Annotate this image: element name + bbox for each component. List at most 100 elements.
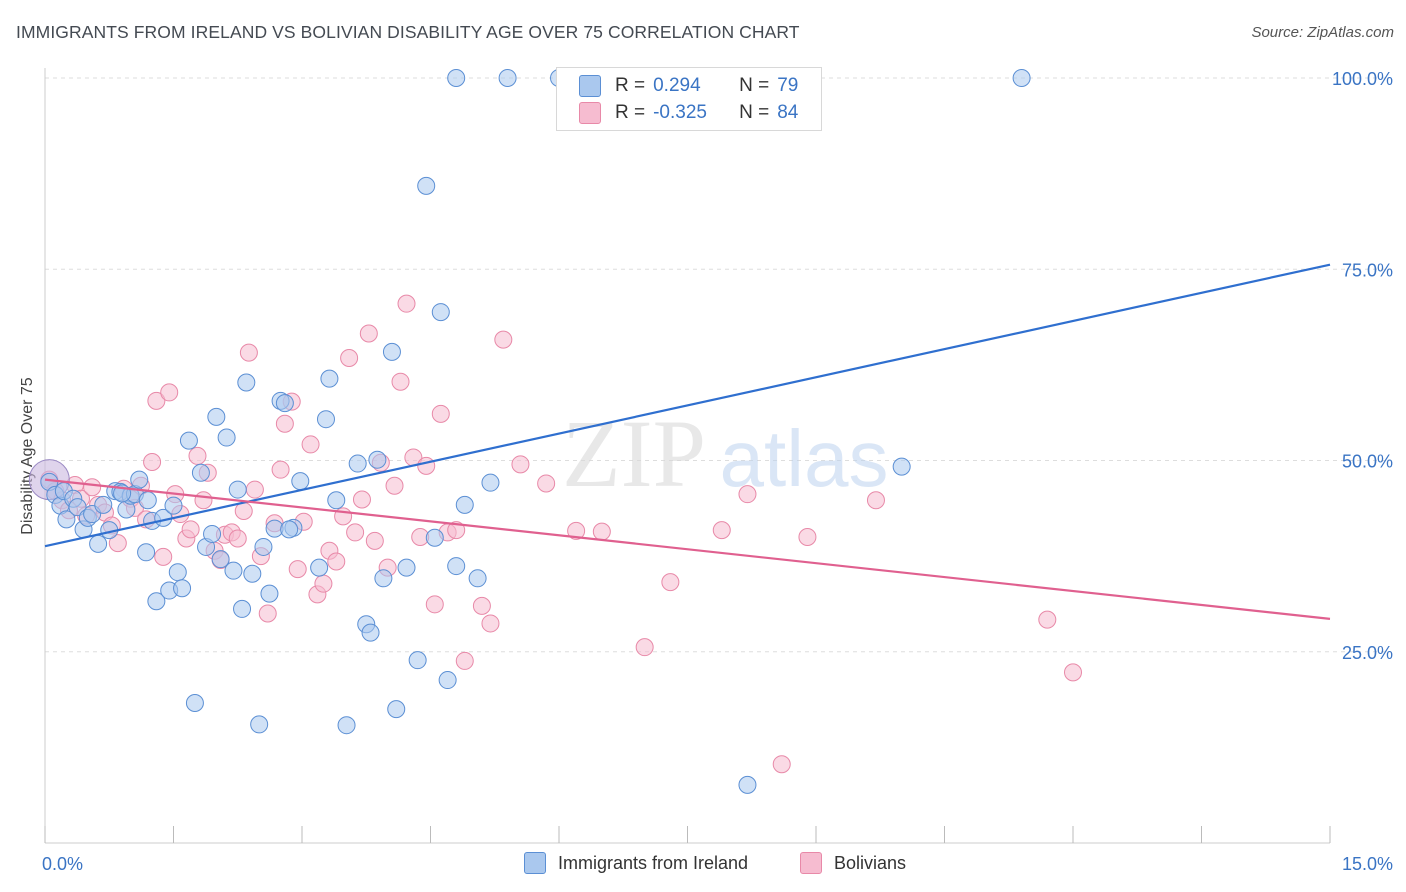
point-bolivians-32 xyxy=(228,529,247,548)
point-bolivians-59 xyxy=(397,294,416,313)
trend-line-bolivians xyxy=(44,478,1331,620)
point-ireland-64 xyxy=(431,303,450,322)
point-ireland-48 xyxy=(310,558,329,577)
point-bolivians-74 xyxy=(592,522,611,541)
point-bolivians-64 xyxy=(431,404,450,423)
point-bolivians-72 xyxy=(537,474,556,493)
point-bolivians-79 xyxy=(772,755,791,774)
y-tick-label-100: 100.0% xyxy=(1332,69,1393,89)
point-ireland-24 xyxy=(164,496,183,515)
trend-lines xyxy=(44,263,1331,620)
point-bolivians-82 xyxy=(1038,610,1057,629)
point-ireland-60 xyxy=(397,558,416,577)
point-ireland-29 xyxy=(191,463,210,482)
point-bolivians-42 xyxy=(288,560,307,579)
y-tick-label-50: 50.0% xyxy=(1342,452,1393,472)
point-ireland-49 xyxy=(316,410,335,429)
point-ireland-74 xyxy=(892,457,911,476)
point-bolivians-20 xyxy=(160,383,179,402)
point-ireland-10 xyxy=(89,534,108,553)
point-ireland-37 xyxy=(233,599,252,618)
point-bolivians-73 xyxy=(567,521,586,540)
point-ireland-45 xyxy=(275,394,294,413)
axes xyxy=(44,68,1331,844)
point-bolivians-46 xyxy=(314,574,333,593)
legend-n-label: N = xyxy=(739,75,770,96)
point-bolivians-7 xyxy=(83,478,102,497)
point-bolivians-81 xyxy=(866,491,885,510)
point-ireland-27 xyxy=(179,431,198,450)
legend-r-value: 0.294 xyxy=(653,75,701,96)
legend-swatch-pink xyxy=(579,102,601,124)
point-ireland-4 xyxy=(57,510,76,529)
point-ireland-68 xyxy=(468,569,487,588)
point-ireland-71 xyxy=(498,69,517,87)
point-bolivians-26 xyxy=(194,491,213,510)
point-bolivians-76 xyxy=(661,573,680,592)
legend-label-bolivians: Bolivians xyxy=(834,852,907,873)
point-bolivians-80 xyxy=(798,528,817,546)
point-bolivians-57 xyxy=(385,476,404,495)
point-ireland-58 xyxy=(382,342,401,361)
y-tick-label-25: 25.0% xyxy=(1342,643,1393,663)
point-ireland-75 xyxy=(1012,69,1031,87)
point-bolivians-54 xyxy=(365,531,384,550)
point-ireland-69 xyxy=(481,473,500,492)
legend-swatch-blue xyxy=(524,852,546,874)
legend-r-label: R = xyxy=(615,102,646,123)
legend-r-value: -0.325 xyxy=(653,102,707,123)
legend-label-ireland: Immigrants from Ireland xyxy=(558,852,749,873)
point-bolivians-63 xyxy=(425,595,444,614)
legend-n-label: N = xyxy=(739,102,770,123)
point-bolivians-83 xyxy=(1064,663,1082,682)
point-bolivians-77 xyxy=(712,521,731,540)
point-ireland-66 xyxy=(447,557,466,576)
point-ireland-38 xyxy=(237,373,256,392)
point-ireland-50 xyxy=(320,369,339,388)
point-ireland-18 xyxy=(130,470,149,489)
point-bolivians-67 xyxy=(455,651,474,670)
point-ireland-34 xyxy=(217,428,236,447)
gridlines xyxy=(45,77,1390,653)
point-bolivians-40 xyxy=(275,414,294,433)
point-ireland-62 xyxy=(417,176,436,195)
point-ireland-31 xyxy=(203,524,222,543)
tick-labels: 25.0% 50.0% 75.0% 100.0% 0.0% 15.0% xyxy=(42,69,1393,874)
point-bolivians-62 xyxy=(417,456,436,475)
point-bolivians-37 xyxy=(258,604,277,623)
point-ireland-59 xyxy=(387,700,406,719)
point-bolivians-58 xyxy=(391,372,410,391)
legend-row-ireland: R = 0.294 N = 79 xyxy=(579,73,798,99)
point-ireland-53 xyxy=(348,454,367,473)
point-ireland-11 xyxy=(94,495,113,514)
legend-r-label: R = xyxy=(615,75,646,96)
point-bolivians-71 xyxy=(511,455,530,474)
y-tick-label-75: 75.0% xyxy=(1342,260,1393,280)
watermark: ZIP atlas xyxy=(562,400,888,507)
x-tick-label-max: 15.0% xyxy=(1342,854,1393,874)
point-ireland-67 xyxy=(455,495,474,514)
legend-item-bolivians[interactable]: Bolivians xyxy=(800,852,906,874)
point-bolivians-70 xyxy=(494,330,513,349)
point-ireland-61 xyxy=(408,651,427,670)
point-bolivians-25 xyxy=(188,446,207,465)
point-ireland-78 xyxy=(280,520,299,539)
point-bolivians-11 xyxy=(108,534,127,553)
point-bolivians-18 xyxy=(147,391,166,410)
legend-row-bolivians: R = -0.325 N = 84 xyxy=(579,100,798,126)
point-ireland-26 xyxy=(173,579,192,598)
point-ireland-36 xyxy=(228,480,247,499)
point-ireland-65 xyxy=(438,671,457,690)
point-ireland-63 xyxy=(425,528,444,547)
point-ireland-28 xyxy=(185,694,204,713)
point-ireland-47 xyxy=(291,472,310,491)
legend-item-ireland[interactable]: Immigrants from Ireland xyxy=(524,852,748,874)
point-bolivians-52 xyxy=(352,490,371,509)
point-ireland-32 xyxy=(207,407,226,426)
point-ireland-41 xyxy=(254,537,273,556)
point-ireland-39 xyxy=(243,564,262,583)
point-bolivians-78 xyxy=(738,485,757,504)
source-credit: Source: ZipAtlas.com xyxy=(1251,24,1394,41)
point-bolivians-34 xyxy=(239,343,258,362)
point-ireland-55 xyxy=(361,623,380,642)
